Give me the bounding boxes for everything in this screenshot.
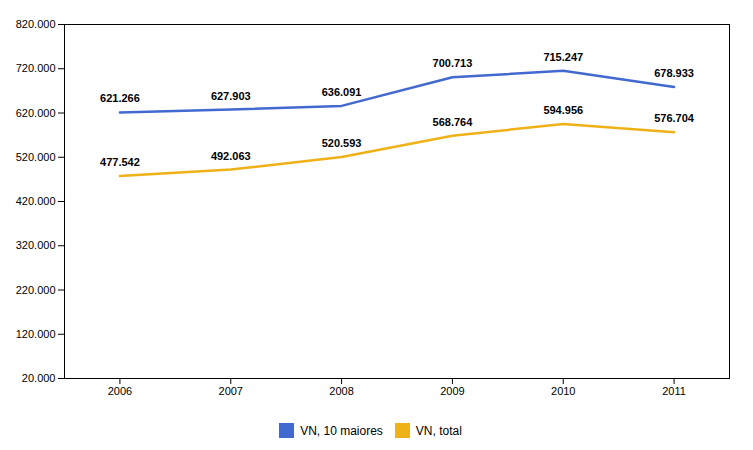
- svg-text:320.000: 320.000: [16, 239, 56, 251]
- svg-text:2006: 2006: [108, 385, 132, 397]
- svg-text:2010: 2010: [551, 385, 575, 397]
- svg-text:720.000: 720.000: [16, 62, 56, 74]
- svg-text:120.000: 120.000: [16, 328, 56, 340]
- svg-text:2011: 2011: [662, 385, 686, 397]
- svg-text:620.000: 620.000: [16, 107, 56, 119]
- svg-text:520.000: 520.000: [16, 151, 56, 163]
- svg-text:678.933: 678.933: [654, 67, 694, 79]
- html-text:VN, total: VN, total: [415, 423, 462, 438]
- svg-text:2009: 2009: [440, 385, 464, 397]
- svg-text:820.000: 820.000: [16, 18, 56, 30]
- svg-text:2007: 2007: [219, 385, 243, 397]
- svg-text:627.903: 627.903: [211, 90, 251, 102]
- svg-text:420.000: 420.000: [16, 195, 56, 207]
- svg-text:576.704: 576.704: [654, 112, 695, 124]
- svg-text:477.542: 477.542: [100, 156, 140, 168]
- svg-text:621.266: 621.266: [100, 92, 140, 104]
- svg-text:715.247: 715.247: [543, 51, 583, 63]
- svg-text:492.063: 492.063: [211, 150, 251, 162]
- svg-text:594.956: 594.956: [543, 104, 583, 116]
- svg-text:700.713: 700.713: [433, 57, 473, 69]
- svg-text:20.000: 20.000: [22, 372, 56, 384]
- svg-text:636.091: 636.091: [322, 86, 362, 98]
- svg-text:520.593: 520.593: [322, 137, 362, 149]
- svg-text:568.764: 568.764: [433, 116, 474, 128]
- svg-text:220.000: 220.000: [16, 284, 56, 296]
- svg-text:2008: 2008: [329, 385, 353, 397]
- html-text:VN, 10 maiores: VN, 10 maiores: [300, 423, 383, 438]
